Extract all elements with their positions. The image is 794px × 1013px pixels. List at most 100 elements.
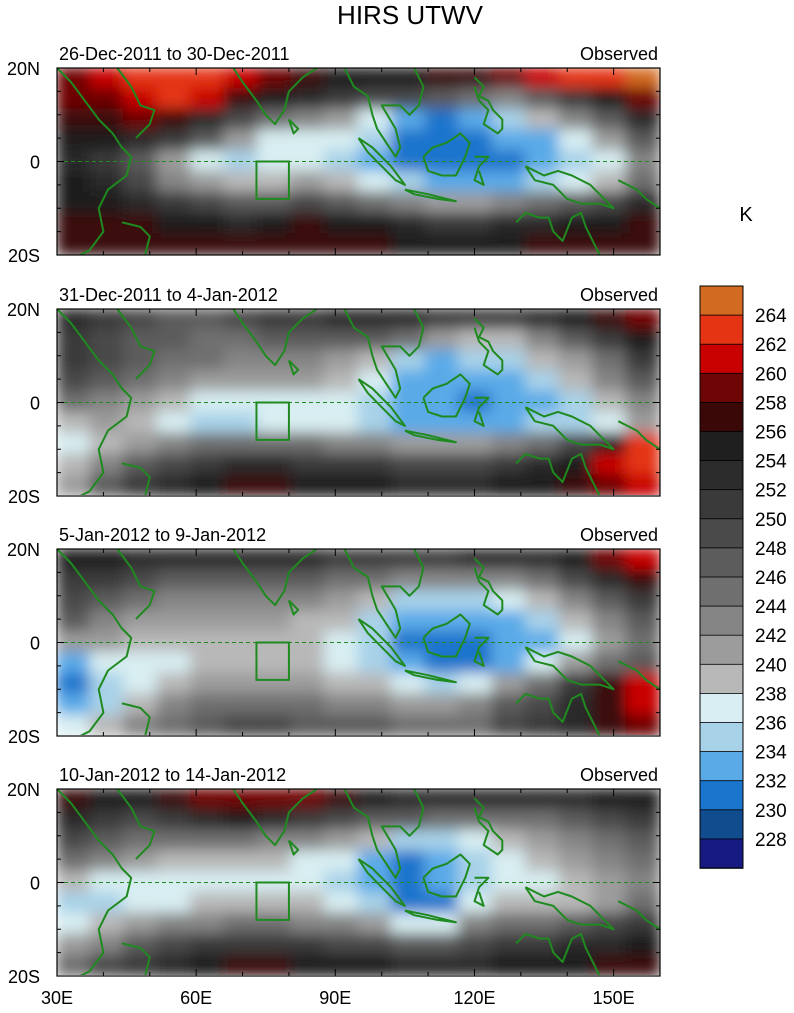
heatmap-cell — [57, 891, 92, 915]
coastline — [422, 853, 471, 898]
coastline — [232, 549, 318, 607]
heatmap-cell — [391, 672, 427, 696]
heatmap-cell — [156, 349, 192, 373]
heatmap-cell — [89, 108, 125, 132]
heatmap-cell — [57, 672, 92, 696]
heatmap-cell — [89, 411, 125, 435]
heatmap-cell — [525, 568, 561, 592]
coastline — [116, 309, 156, 380]
heatmap-cell — [625, 191, 660, 215]
heatmap-cell — [123, 672, 159, 696]
heatmap-cell — [89, 191, 125, 215]
heatmap-cell — [57, 808, 92, 832]
heatmap-cell — [424, 233, 460, 255]
y-tick-label: 20N — [7, 59, 40, 79]
heatmap-cell — [257, 309, 293, 331]
heatmap-cell — [290, 789, 326, 811]
heatmap-cell — [223, 453, 259, 477]
colorbar-swatch — [699, 634, 744, 666]
coastline — [473, 76, 504, 135]
heatmap-cell — [290, 87, 326, 111]
heatmap-cell — [190, 912, 226, 936]
heatmap-cell — [223, 589, 259, 613]
heatmap-cell — [257, 693, 293, 717]
heatmap-cell — [290, 549, 326, 571]
colorbar-swatch — [699, 372, 744, 404]
heatmap-cell — [324, 549, 360, 571]
heatmap-cell — [324, 391, 360, 414]
heatmap-cell — [257, 829, 293, 853]
heatmap-cell — [156, 891, 192, 915]
heatmap-cell — [558, 789, 594, 811]
heatmap-cell — [324, 954, 360, 975]
heatmap-cell — [491, 411, 527, 435]
heatmap-cell — [525, 370, 561, 394]
heatmap-cell — [156, 568, 192, 592]
heatmap-cell — [558, 850, 594, 874]
colorbar-level-label: 258 — [755, 393, 787, 414]
heatmap-cell — [156, 789, 192, 811]
heatmap-cell — [290, 349, 326, 373]
heatmap-cell — [525, 68, 561, 90]
heatmap-cell — [357, 328, 393, 352]
heatmap-cell — [290, 309, 326, 331]
heatmap-cell — [290, 391, 326, 414]
heatmap-cell — [123, 850, 159, 874]
colorbar-level-label: 230 — [755, 801, 787, 822]
heatmap-cell — [324, 129, 360, 153]
heatmap-field — [57, 309, 660, 495]
heatmap-cell — [491, 891, 527, 915]
heatmap-cell — [558, 568, 594, 592]
heatmap-cell — [190, 714, 226, 735]
heatmap-cell — [190, 349, 226, 373]
y-tick-label: 20S — [8, 246, 40, 266]
heatmap-cell — [324, 68, 360, 90]
heatmap-cell — [458, 170, 494, 194]
heatmap-cell — [257, 714, 293, 735]
heatmap-cell — [223, 672, 259, 696]
heatmap-cell — [156, 212, 192, 236]
heatmap-cell — [156, 474, 192, 495]
heatmap-cell — [592, 474, 628, 495]
heatmap-cell — [223, 370, 259, 394]
heatmap-cell — [357, 170, 393, 194]
heatmap-cell — [424, 170, 460, 194]
heatmap-cell — [123, 549, 159, 571]
heatmap-cell — [190, 789, 226, 811]
heatmap-cell — [324, 850, 360, 874]
heatmap-cell — [156, 68, 192, 90]
colorbar-swatch — [699, 431, 744, 462]
colorbar-swatch — [699, 722, 744, 753]
heatmap-cell — [324, 370, 360, 394]
heatmap-cell — [491, 672, 527, 696]
heatmap-cell — [324, 589, 360, 613]
heatmap-cell — [424, 87, 460, 111]
colorbar-swatch — [699, 314, 744, 346]
heatmap-cell — [190, 474, 226, 495]
heatmap-cell — [223, 850, 259, 874]
heatmap-cell — [592, 589, 628, 613]
heatmap-cell — [324, 170, 360, 194]
colorbar-swatch — [699, 809, 744, 840]
heatmap-cell — [357, 129, 393, 153]
heatmap-cell — [257, 349, 293, 373]
heatmap-cell — [458, 891, 494, 915]
heatmap-cell — [257, 129, 293, 153]
y-tick-label: 0 — [30, 874, 40, 894]
heatmap-cell — [156, 651, 192, 675]
heatmap-cell — [491, 68, 527, 90]
heatmap-cell — [491, 212, 527, 236]
heatmap-cell — [190, 68, 226, 90]
heatmap-cell — [324, 108, 360, 132]
heatmap-cell — [156, 829, 192, 853]
colorbar-level-label: 238 — [755, 684, 787, 705]
heatmap-cell — [257, 68, 293, 90]
heatmap-cell — [424, 474, 460, 495]
heatmap-cell — [424, 328, 460, 352]
heatmap-cell — [57, 568, 92, 592]
heatmap-cell — [424, 129, 460, 153]
coastline — [404, 669, 457, 684]
heatmap-cell — [558, 891, 594, 915]
heatmap-cell — [525, 309, 561, 331]
